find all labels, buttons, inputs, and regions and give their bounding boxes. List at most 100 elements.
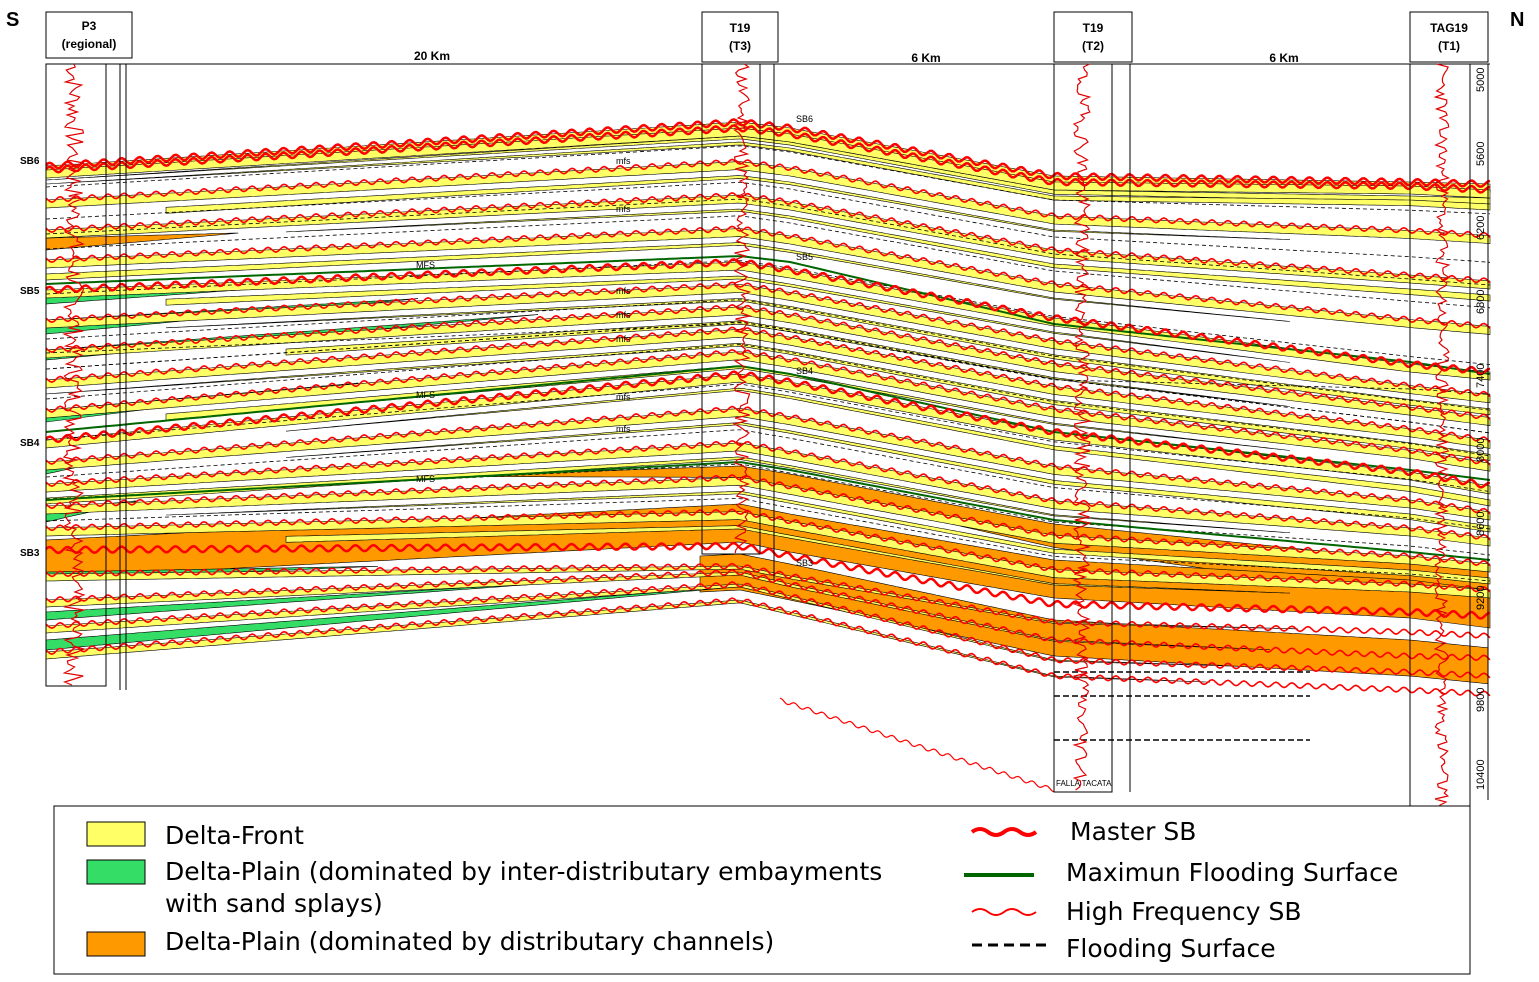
depth-tick: 9200 bbox=[1475, 586, 1487, 610]
maximum-flooding-surface bbox=[45, 461, 1491, 561]
flooding-surface bbox=[45, 145, 1491, 215]
north-label: N bbox=[1510, 9, 1524, 31]
delta-front-wedge bbox=[285, 208, 1491, 302]
delta-front-wedge bbox=[45, 127, 1491, 199]
delta-front-wedge bbox=[165, 365, 1291, 451]
well-subname: (T2) bbox=[1082, 39, 1104, 53]
legend-label-delta-front: Delta-Front bbox=[165, 821, 304, 850]
depth-tick: 5600 bbox=[1475, 142, 1487, 166]
mfs-label: mfs bbox=[616, 204, 631, 214]
flooding-surface bbox=[45, 383, 1491, 492]
gamma-ray-curve bbox=[732, 63, 753, 554]
legend-label-hf-sb: High Frequency SB bbox=[1066, 897, 1302, 926]
gamma-ray-curve bbox=[1072, 63, 1093, 791]
depth-tick: 10400 bbox=[1475, 759, 1487, 790]
sb4-label: SB4 bbox=[20, 438, 40, 449]
delta-front-wedge bbox=[45, 373, 1491, 495]
legend-swatch-delta-plain-embayments bbox=[86, 859, 146, 885]
delta-front-wedge bbox=[45, 242, 1291, 322]
sequence-boundaries bbox=[45, 118, 1491, 793]
delta-front-wedges bbox=[45, 121, 1491, 683]
flooding-surface bbox=[45, 498, 1491, 582]
well-track-t19-t2 bbox=[1053, 63, 1113, 793]
distance-label-2: 6 Km bbox=[911, 51, 940, 65]
legend-swatch-delta-plain-channels bbox=[86, 931, 146, 957]
master-sequence-boundary bbox=[45, 118, 1491, 188]
distance-label-1: 20 Km bbox=[414, 49, 450, 63]
depth-tick: 9800 bbox=[1475, 688, 1487, 712]
sb3-center-label: SB3 bbox=[796, 558, 813, 568]
well-header-p3: P3 (regional) bbox=[45, 11, 133, 59]
delta-plain-channel-body bbox=[45, 232, 239, 251]
high-frequency-sequence-boundary bbox=[45, 597, 1491, 697]
legend-box bbox=[53, 805, 1471, 975]
sb5-center-label: SB5 bbox=[796, 252, 813, 262]
legend-label-delta-plain-channels: Delta-Plain (dominated by distributary c… bbox=[165, 927, 774, 956]
depth-tick: 6200 bbox=[1475, 216, 1487, 240]
legend-label-mfs: Maximun Flooding Surface bbox=[1066, 858, 1398, 887]
master-sequence-boundary bbox=[45, 541, 1491, 620]
high-frequency-sequence-boundary bbox=[45, 405, 1491, 515]
well-name: TAG19 bbox=[1430, 21, 1468, 35]
south-label: S bbox=[6, 9, 19, 31]
high-frequency-sequence-boundary bbox=[45, 281, 1491, 398]
well-name: P3 bbox=[82, 19, 97, 33]
mfs-major-label: MFS bbox=[416, 260, 435, 270]
mfs-major-label: MFS bbox=[416, 474, 435, 484]
flooding-surface bbox=[45, 198, 1491, 286]
depth-tick: 8000 bbox=[1475, 438, 1487, 462]
sb3-label: SB3 bbox=[20, 548, 40, 559]
legend-label-delta-plain-embayments: Delta-Plain (dominated by inter-distribu… bbox=[165, 857, 882, 886]
delta-front-wedge bbox=[45, 571, 1271, 650]
well-name: T19 bbox=[1083, 21, 1104, 35]
well-track-t19-t3 bbox=[701, 63, 761, 555]
high-frequency-sequence-boundary bbox=[45, 326, 1491, 443]
mfs-label: mfs bbox=[616, 310, 631, 320]
delta-front-wedge bbox=[45, 135, 1491, 205]
well-track-p3 bbox=[45, 63, 107, 687]
legend-label-delta-plain-embayments-cont: with sand splays) bbox=[165, 889, 383, 918]
tag19-depth-ticks: 5000 5600 6200 6800 7400 8000 8600 9200 … bbox=[1475, 68, 1487, 790]
sb6-label: SB6 bbox=[20, 156, 40, 167]
high-frequency-sequence-boundary bbox=[45, 474, 1491, 567]
well-log-tracks bbox=[45, 63, 1489, 811]
legend: Delta-Front Delta-Plain (dominated by in… bbox=[53, 805, 1471, 975]
well-header-tag19-t1: TAG19 (T1) bbox=[1409, 11, 1489, 63]
delta-front-wedge bbox=[165, 275, 1291, 363]
legend-symbol-hf-sb bbox=[971, 908, 1037, 916]
mfs-label: mfs bbox=[616, 156, 631, 166]
well-header-t19-t3: T19 (T3) bbox=[701, 11, 779, 63]
high-frequency-sequence-boundary bbox=[45, 158, 1491, 238]
delta-front-wedge bbox=[45, 141, 1491, 211]
flooding-surface bbox=[45, 215, 1491, 309]
well-subname: (regional) bbox=[62, 37, 117, 51]
flooding-surface bbox=[45, 299, 1491, 411]
sb6-center-label: SB6 bbox=[796, 114, 813, 124]
legend-label-flooding-surface: Flooding Surface bbox=[1066, 934, 1276, 963]
distance-label-3: 6 Km bbox=[1269, 51, 1298, 65]
high-frequency-sequence-boundary bbox=[45, 439, 1491, 541]
high-frequency-sequence-boundary bbox=[45, 192, 1491, 284]
master-sequence-boundary bbox=[45, 124, 1491, 194]
flooding-surface bbox=[45, 429, 1491, 530]
gamma-ray-curves bbox=[61, 63, 1451, 809]
flooding-surface bbox=[45, 182, 1491, 263]
sb5-label: SB5 bbox=[20, 286, 40, 297]
mfs-major-label: MFS bbox=[416, 390, 435, 400]
mfs-label: mfs bbox=[616, 286, 631, 296]
depth-tick: 6800 bbox=[1475, 290, 1487, 314]
flooding-surface bbox=[45, 323, 1491, 395]
mfs-label: mfs bbox=[616, 392, 631, 402]
mfs-label: mfs bbox=[616, 334, 631, 344]
depth-tick: 5000 bbox=[1475, 68, 1487, 92]
master-sequence-boundary bbox=[45, 370, 1491, 489]
fault-label: FALLA TACATA bbox=[1056, 779, 1112, 788]
gamma-ray-curve bbox=[1433, 63, 1451, 809]
high-frequency-sequence-boundary bbox=[45, 303, 1491, 420]
gamma-ray-curve bbox=[61, 63, 86, 686]
delta-front-wedge bbox=[45, 583, 1239, 667]
sb4-center-label: SB4 bbox=[796, 366, 813, 376]
legend-label-master-sb: Master SB bbox=[1070, 817, 1196, 846]
flooding-surface bbox=[45, 344, 1491, 457]
